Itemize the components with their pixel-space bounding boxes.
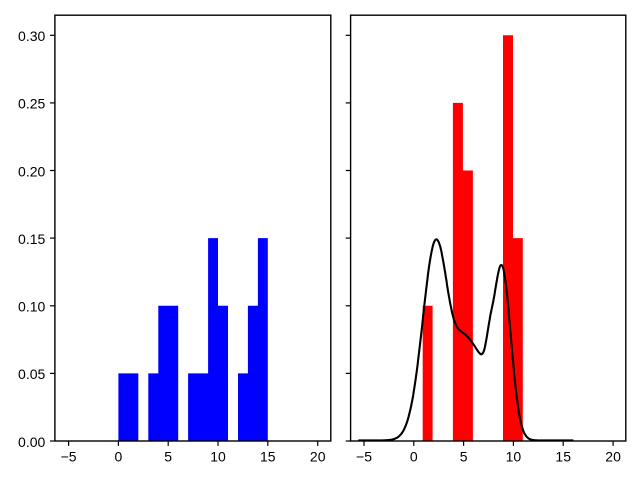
svg-text:20: 20 <box>310 448 326 464</box>
svg-text:0: 0 <box>115 448 123 464</box>
svg-text:15: 15 <box>260 448 276 464</box>
svg-text:10: 10 <box>506 448 522 464</box>
svg-text:0.05: 0.05 <box>18 366 45 382</box>
svg-text:20: 20 <box>605 448 621 464</box>
svg-text:0.00: 0.00 <box>18 434 45 450</box>
svg-text:10: 10 <box>210 448 226 464</box>
svg-text:0.20: 0.20 <box>18 163 45 179</box>
svg-text:5: 5 <box>164 448 172 464</box>
svg-text:5: 5 <box>460 448 468 464</box>
svg-text:0: 0 <box>410 448 418 464</box>
svg-text:0.25: 0.25 <box>18 96 45 112</box>
svg-text:−5: −5 <box>356 448 372 464</box>
svg-text:−5: −5 <box>61 448 77 464</box>
svg-text:0.15: 0.15 <box>18 231 45 247</box>
svg-text:15: 15 <box>555 448 571 464</box>
svg-text:0.30: 0.30 <box>18 28 45 44</box>
svg-text:0.10: 0.10 <box>18 299 45 315</box>
